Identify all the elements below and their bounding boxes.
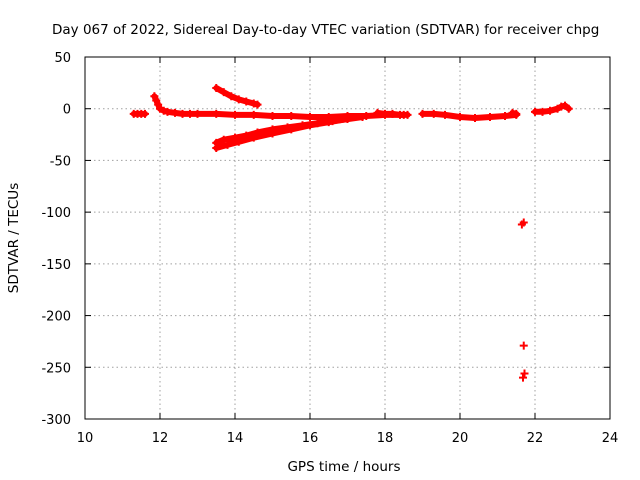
data-point <box>343 115 352 124</box>
series-outliers <box>517 218 529 382</box>
data-point <box>171 108 179 117</box>
data-point <box>508 108 517 117</box>
data-point <box>456 112 464 121</box>
y-tick-label: -50 <box>50 154 71 169</box>
data-point <box>223 140 232 149</box>
data-point <box>249 99 258 108</box>
data-point <box>531 107 539 116</box>
data-point <box>501 111 509 120</box>
series-arc-c <box>212 84 262 109</box>
data-point <box>268 111 277 120</box>
data-point <box>441 110 449 119</box>
data-point <box>373 108 382 117</box>
x-axis-ticks: 10 12 14 16 18 20 22 24 <box>77 57 619 446</box>
series-line <box>213 114 366 151</box>
data-point <box>234 95 243 104</box>
data-point <box>159 106 168 115</box>
series-line <box>213 85 261 108</box>
data-point <box>519 341 528 350</box>
data-point <box>519 218 528 227</box>
y-tick-label: 50 <box>54 51 71 66</box>
data-point <box>212 109 221 118</box>
y-tick-label: -150 <box>41 258 71 273</box>
x-tick-label: 10 <box>77 431 94 446</box>
data-point <box>212 84 221 93</box>
data-point <box>268 129 277 138</box>
data-point <box>152 96 161 105</box>
x-axis-label: GPS time / hours <box>287 459 400 475</box>
data-point <box>163 107 172 116</box>
data-point <box>471 114 479 123</box>
series-arc-i <box>531 101 573 116</box>
data-point <box>306 112 314 121</box>
data-point <box>141 109 149 118</box>
data-point <box>219 135 228 144</box>
y-tick-label: -250 <box>41 361 71 376</box>
data-point <box>219 88 228 97</box>
data-point <box>186 109 194 118</box>
chart-title: Day 067 of 2022, Sidereal Day-to-day VTE… <box>52 22 599 38</box>
series-arc-h <box>508 108 521 118</box>
data-point <box>212 144 221 153</box>
data-points <box>129 84 573 382</box>
x-tick-label: 16 <box>302 431 319 446</box>
data-point <box>178 109 187 118</box>
data-point <box>564 104 573 113</box>
y-axis-ticks: 50 0 -50 -100 -150 -200 -250 -300 <box>41 51 610 428</box>
data-point <box>306 121 314 130</box>
series-arc-g <box>418 109 521 123</box>
y-tick-label: -100 <box>41 206 71 221</box>
data-point <box>557 102 566 111</box>
series-arc-f <box>373 108 412 119</box>
y-tick-label: 0 <box>63 103 71 118</box>
series-arc-e <box>212 112 367 153</box>
data-point <box>358 112 367 121</box>
data-point <box>429 109 438 118</box>
data-point <box>154 100 163 109</box>
x-tick-label: 24 <box>602 431 619 446</box>
data-point <box>546 106 554 115</box>
data-point <box>242 97 251 106</box>
data-point <box>418 109 427 118</box>
data-point <box>193 109 202 118</box>
y-tick-label: -300 <box>41 413 71 428</box>
data-point <box>519 373 527 382</box>
data-point <box>486 112 494 121</box>
data-point <box>249 133 258 142</box>
data-point <box>234 137 243 146</box>
data-point <box>287 125 296 134</box>
data-point <box>253 100 262 109</box>
data-point <box>231 110 239 119</box>
data-point <box>388 109 397 118</box>
x-tick-label: 20 <box>452 431 469 446</box>
data-point <box>512 109 521 118</box>
x-tick-label: 22 <box>527 431 544 446</box>
series-arc-b <box>150 92 408 121</box>
data-point <box>287 111 296 120</box>
data-point <box>324 118 333 127</box>
x-tick-label: 18 <box>377 431 394 446</box>
y-axis-label: SDTVAR / TECUs <box>6 183 22 293</box>
y-tick-label: -200 <box>41 310 71 325</box>
data-point <box>150 92 159 101</box>
x-tick-label: 14 <box>227 431 244 446</box>
data-point <box>538 107 547 116</box>
data-point <box>227 92 236 101</box>
plot-frame <box>84 56 611 420</box>
series-arc-a <box>129 109 149 118</box>
data-point <box>396 110 404 119</box>
data-point <box>403 110 412 119</box>
data-point <box>520 369 529 378</box>
data-point <box>381 109 389 118</box>
x-tick-label: 12 <box>152 431 169 446</box>
data-point <box>249 110 258 119</box>
grid-lines <box>85 57 610 419</box>
